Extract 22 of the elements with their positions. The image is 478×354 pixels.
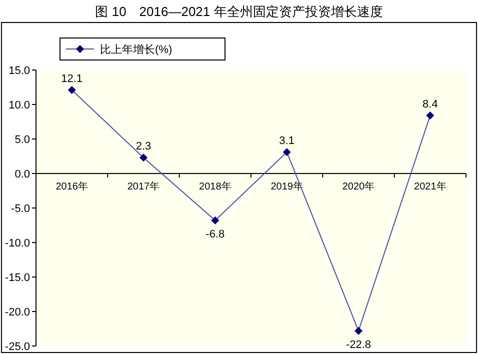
chart-title: 图 10 2016—2021 年全州固定资产投资增长速度 [95,4,383,19]
y-tick-label: -20.0 [4,306,30,318]
x-tick-label: 2020年 [342,180,375,192]
data-label: 12.1 [61,73,83,86]
y-tick-label: -10.0 [4,238,30,250]
y-tick-label: -15.0 [4,272,30,284]
y-tick-label: 5.0 [14,134,30,146]
data-label: 2.3 [136,140,152,153]
x-tick-label: 2021年 [414,180,446,192]
x-tick-label: 2017年 [127,180,160,192]
data-label: 8.4 [422,98,438,111]
y-tick-label: 10.0 [8,100,30,112]
x-tick-label: 2018年 [199,180,232,192]
y-tick-label: -5.0 [11,203,30,215]
legend-label: 比上年增长(%) [100,43,172,56]
y-tick-label: 15.0 [8,65,30,77]
data-label: -22.8 [346,338,372,351]
x-tick-label: 2016年 [56,180,88,192]
y-tick-label: 0.0 [14,168,30,180]
y-tick-label: -25.0 [4,341,30,353]
data-label: -6.8 [206,228,225,240]
data-label: 3.1 [279,135,294,148]
